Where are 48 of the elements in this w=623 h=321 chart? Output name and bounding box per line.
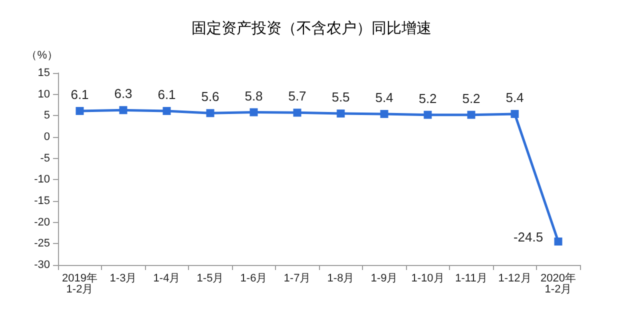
x-tick-label: 1-12月 [498,272,532,284]
y-tick-label: -30 [34,259,50,271]
data-label: 5.8 [244,88,263,104]
data-label: -24.5 [513,230,544,245]
point [380,110,388,118]
data-label: 6.1 [70,86,89,102]
point [554,238,562,246]
data-label: 5.2 [462,90,480,106]
x-tick-label: 1-6月 [240,272,268,284]
y-tick-label: -10 [34,174,50,186]
data-label: 5.6 [201,89,220,104]
x-tick-label: 2020年 1-2月 [540,272,576,296]
y-tick-label: -15 [34,195,50,207]
x-tick-label: 1-8月 [327,272,354,284]
data-label: 5.7 [288,88,306,104]
x-tick-label: 1-3月 [110,272,137,284]
x-tick-label: 1-7月 [284,272,311,284]
y-tick-label: -20 [34,216,50,228]
x-tick-label: 1-5月 [196,272,224,284]
y-tick-label: -5 [40,152,50,164]
point [336,110,345,118]
x-tick-label: 1-9月 [370,272,398,284]
x-tick-label: 1-4月 [153,272,180,284]
point [510,110,519,118]
y-tick-label: 0 [44,131,50,143]
data-label: 6.3 [114,86,132,102]
y-tick-label: 5 [44,110,50,122]
y-tick-label: 15 [38,67,50,79]
point [76,106,84,115]
y-tick-label: 10 [38,88,50,100]
point [162,106,171,115]
x-tick-label: 1-11月 [455,272,488,284]
data-label: 5.4 [375,90,394,105]
point [293,108,302,117]
chart-title: 固定资产投资（不含农户）同比增速 [192,20,432,37]
x-tick-label: 1-10月 [411,272,444,284]
x-tick-label: 2019年 1-2月 [62,272,98,296]
point [206,109,214,118]
point [250,108,258,116]
point [467,110,476,119]
point [424,110,432,119]
y-axis-title: （%） [26,50,58,62]
data-label: 5.4 [506,90,524,105]
data-label: 5.5 [332,90,350,105]
data-label: 5.2 [418,90,437,106]
point [119,106,128,114]
y-tick-label: -25 [34,238,50,250]
data-label: 6.1 [158,86,176,102]
